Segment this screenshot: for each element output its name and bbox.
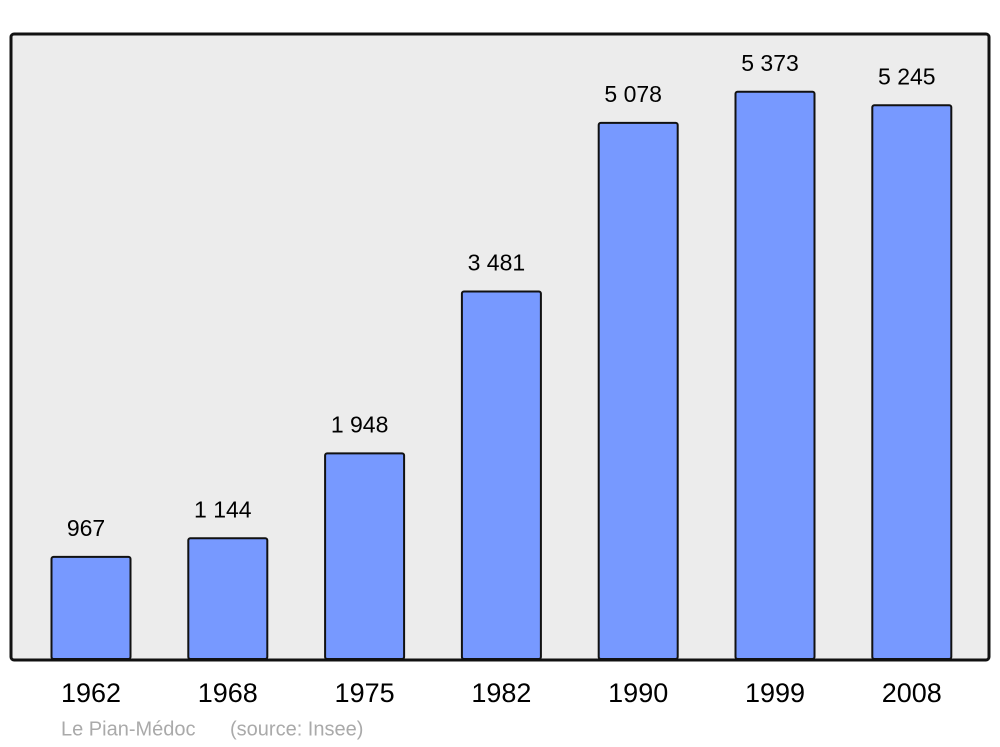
x-tick-label: 1999 bbox=[745, 678, 805, 708]
bar bbox=[597, 121, 679, 660]
bar bbox=[324, 452, 406, 660]
x-tick-label: 1982 bbox=[471, 678, 531, 708]
value-label: 1 948 bbox=[331, 411, 389, 437]
value-label: 3 481 bbox=[468, 250, 526, 276]
bar bbox=[460, 290, 542, 660]
x-tick-label: 1975 bbox=[335, 678, 395, 708]
value-label: 967 bbox=[67, 515, 105, 541]
source: (source: Insee) bbox=[230, 718, 363, 740]
value-label: 1 144 bbox=[194, 496, 252, 522]
x-tick-label: 1968 bbox=[198, 678, 258, 708]
value-label: 5 245 bbox=[878, 63, 936, 89]
caption: Le Pian-Médoc bbox=[61, 718, 196, 740]
x-tick-label: 1990 bbox=[608, 678, 668, 708]
x-tick-label: 2008 bbox=[882, 678, 942, 708]
bar bbox=[50, 555, 132, 661]
bar bbox=[734, 90, 816, 660]
bar bbox=[187, 537, 269, 661]
value-label: 5 078 bbox=[604, 81, 662, 107]
bar bbox=[871, 104, 953, 660]
x-tick-label: 1962 bbox=[61, 678, 121, 708]
value-label: 5 373 bbox=[741, 50, 799, 76]
